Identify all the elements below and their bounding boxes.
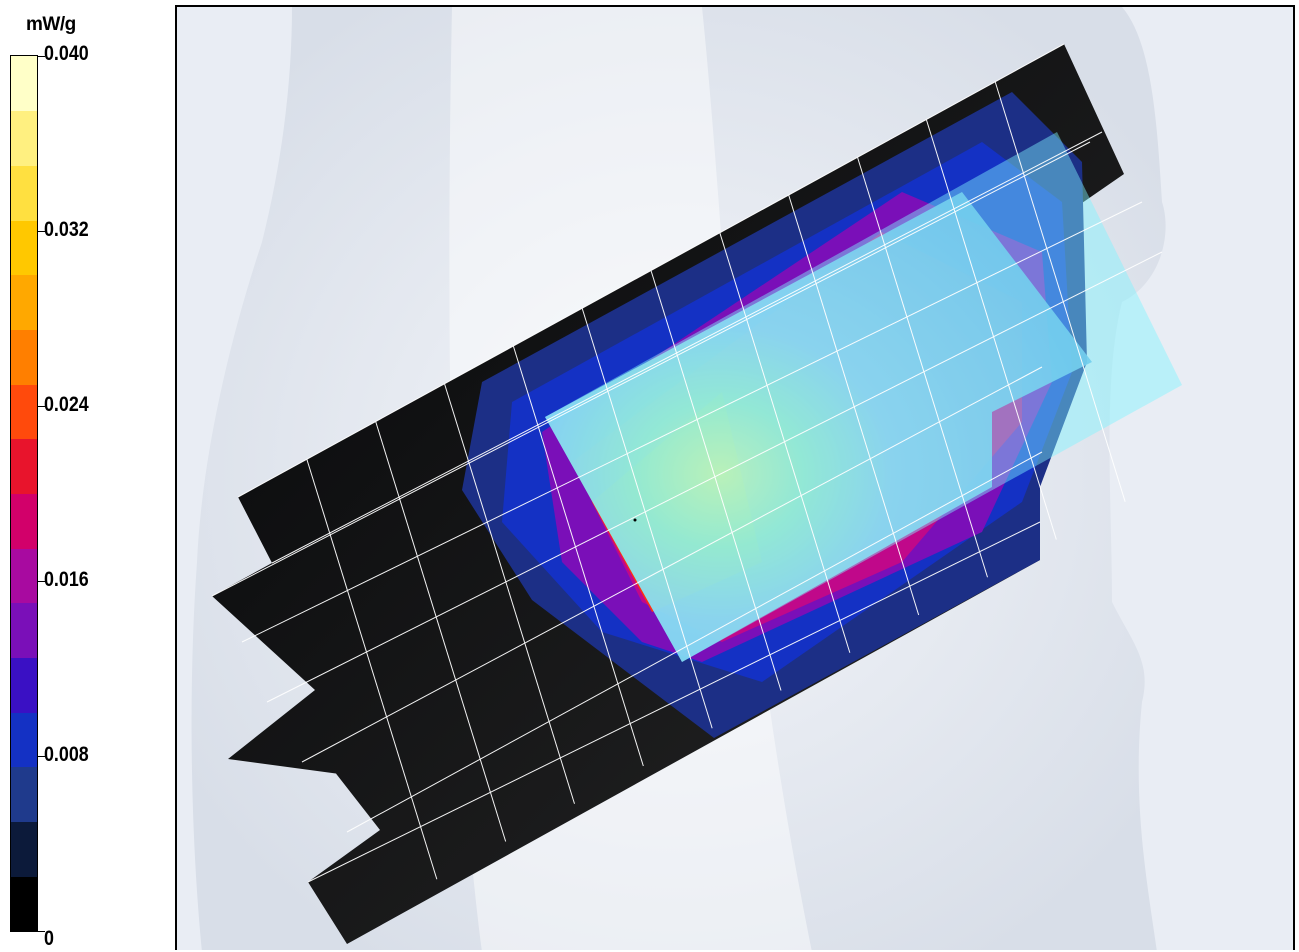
- grid-line: [512, 345, 644, 767]
- colorbar-level-7: [11, 493, 37, 549]
- colorbar-level-8: [11, 438, 37, 494]
- sar-distribution-plot: [191, 7, 1182, 950]
- grid-line: [241, 201, 1143, 643]
- colorbar-tick-mark: [37, 931, 45, 932]
- colorbar: [10, 55, 45, 932]
- colorbar-level-11: [11, 274, 37, 330]
- colorbar-level-12: [11, 220, 37, 276]
- colorbar-tick-label: 0.016: [44, 568, 89, 591]
- colorbar-legend: mW/g 0.040 0.032 0.024 0.016 0.008 0: [0, 0, 175, 952]
- colorbar-level-10: [11, 329, 37, 385]
- colorbar-tick-label: 0.040: [44, 42, 89, 65]
- colorbar-level-3: [11, 712, 37, 768]
- device-plate-overlay: [545, 132, 1182, 662]
- colorbar-level-0: [11, 876, 37, 932]
- grid-line: [925, 119, 1057, 540]
- colorbar-unit-label: mW/g: [26, 14, 76, 35]
- grid-line: [719, 232, 851, 653]
- grid-line: [994, 81, 1126, 502]
- grid-line: [375, 421, 507, 842]
- grid-line: [307, 521, 1041, 883]
- grid-line: [346, 451, 1043, 833]
- colorbar-tick-mark: [37, 581, 45, 582]
- colorbar-tick-label: 0.032: [44, 218, 89, 241]
- colorbar-level-4: [11, 657, 37, 713]
- grid-line: [306, 459, 438, 880]
- grid-line: [444, 383, 575, 804]
- sar-plot-area: [175, 5, 1295, 950]
- sar-hotspot-core: [545, 192, 1092, 662]
- colorbar-level-15: [11, 56, 37, 112]
- colorbar-level-5: [11, 602, 37, 659]
- grid-line: [211, 141, 1091, 597]
- colorbar-tick-label: 0.008: [44, 743, 89, 766]
- grid-line: [650, 270, 782, 691]
- colorbar-tick-mark: [37, 231, 45, 232]
- colorbar-level-1: [11, 821, 37, 877]
- colorbar-tick-label: 0: [44, 927, 54, 950]
- colorbar-level-9: [11, 384, 37, 440]
- colorbar-level-14: [11, 110, 37, 166]
- colorbar-level-13: [11, 165, 37, 221]
- colorbar-level-6: [11, 548, 37, 604]
- grid-line: [788, 194, 920, 616]
- colorbar-tick-mark: [37, 756, 45, 757]
- colorbar-tick-mark: [37, 56, 45, 57]
- grid-line: [301, 366, 1043, 763]
- peak-marker: [633, 518, 637, 522]
- colorbar-level-2: [11, 766, 37, 823]
- grid-line: [857, 157, 988, 578]
- colorbar-tick-mark: [37, 406, 45, 407]
- measurement-grid: [211, 43, 1163, 883]
- grid-line: [271, 131, 1103, 564]
- grid-line: [581, 308, 713, 729]
- colorbar-tick-label: 0.024: [44, 393, 89, 416]
